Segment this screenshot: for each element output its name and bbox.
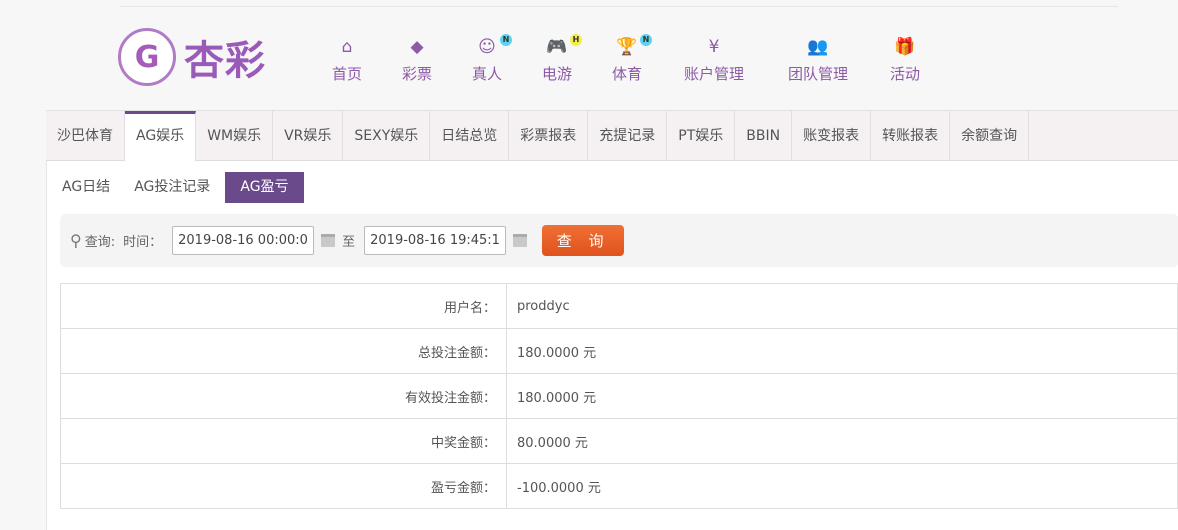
tab-0[interactable]: 沙巴体育 xyxy=(46,111,125,161)
content-panel: AG日结 AG投注记录 AG盈亏 ⚲ 查询: 时间： 至 查 询 用户名：pro… xyxy=(46,161,1178,530)
tab-7[interactable]: 充提记录 xyxy=(588,111,668,161)
row-value: proddyc xyxy=(506,283,1178,329)
tab-10[interactable]: 账变报表 xyxy=(792,111,872,161)
calendar-icon[interactable] xyxy=(513,234,528,247)
nav-item-6[interactable]: 👥 团队管理 xyxy=(788,36,848,84)
nav-item-5[interactable]: ¥ 账户管理 xyxy=(684,36,744,84)
tab-9[interactable]: BBIN xyxy=(735,111,793,161)
subtab-ag-profit[interactable]: AG盈亏 xyxy=(225,172,304,203)
query-bar: ⚲ 查询: 时间： 至 查 询 xyxy=(60,214,1178,267)
gamepad-icon: 🎮 H xyxy=(542,34,583,58)
nav-item-2[interactable]: ☺ N 真人 xyxy=(471,34,513,84)
trophy-icon: 🏆 N xyxy=(612,34,653,58)
top-divider xyxy=(120,6,1118,7)
nav-item-7[interactable]: 🎁 活动 xyxy=(890,36,920,84)
nav-label: 团队管理 xyxy=(787,65,849,83)
badge: N xyxy=(500,34,513,46)
tab-5[interactable]: 日结总览 xyxy=(430,111,510,161)
gift-icon: 🎁 xyxy=(894,37,916,57)
table-row: 总投注金额： 180.0000 元 xyxy=(60,328,1178,374)
main-nav: ⌂ 首页 ◆ 彩票 ☺ N 真人 🎮 H 电游 🏆 N 体育 ¥ 账户管理 👥 团队管理 🎁 活动 xyxy=(0,34,1178,96)
tab-2[interactable]: WM娱乐 xyxy=(196,111,274,161)
row-label: 盈亏金额： xyxy=(60,463,507,509)
tab-1[interactable]: AG娱乐 xyxy=(125,111,197,162)
table-row: 有效投注金额： 180.0000 元 xyxy=(60,373,1178,419)
row-value: -100.0000 元 xyxy=(506,463,1178,509)
logo[interactable]: G 杏彩 xyxy=(118,28,266,86)
home-icon: ⌂ xyxy=(341,37,353,57)
row-value: 80.0000 元 xyxy=(506,418,1178,464)
report-tabs: 沙巴体育 AG娱乐 WM娱乐 VR娱乐 SEXY娱乐 日结总览 彩票报表 充提记录 PT娱乐 BB… xyxy=(46,110,1178,162)
nav-label: 活动 xyxy=(889,65,921,83)
nav-label: 体育 xyxy=(611,65,643,83)
row-label: 总投注金额： xyxy=(60,328,507,374)
query-button[interactable]: 查 询 xyxy=(542,225,625,256)
tab-11[interactable]: 转账报表 xyxy=(871,111,951,161)
nav-item-0[interactable]: ⌂ 首页 xyxy=(332,36,362,84)
tab-3[interactable]: VR娱乐 xyxy=(273,111,344,161)
ticket-icon: ◆ xyxy=(410,37,424,57)
badge: H xyxy=(570,34,583,46)
yen-coin-icon: ¥ xyxy=(708,37,720,57)
live-dealer-icon: ☺ N xyxy=(472,34,513,58)
time-label: 时间： xyxy=(123,235,163,250)
calendar-icon[interactable] xyxy=(321,234,336,247)
start-time-input[interactable] xyxy=(172,226,315,255)
table-row: 用户名： proddyc xyxy=(60,283,1178,329)
table-row: 中奖金额： 80.0000 元 xyxy=(60,418,1178,464)
row-value: 180.0000 元 xyxy=(506,373,1178,419)
profit-table: 用户名： proddyc 总投注金额： 180.0000 元有效投注金额： 180.00… xyxy=(60,283,1178,509)
logo-emblem: G xyxy=(118,28,176,86)
search-icon: ⚲ xyxy=(70,231,82,250)
subtab-ag-daily[interactable]: AG日结 xyxy=(62,179,111,195)
logo-text: 杏彩 xyxy=(184,38,266,84)
badge: N xyxy=(640,34,653,46)
team-icon: 👥 xyxy=(807,37,829,57)
row-label: 用户名： xyxy=(60,283,507,329)
table-row: 盈亏金额： -100.0000 元 xyxy=(60,463,1178,509)
nav-label: 真人 xyxy=(471,65,503,83)
end-time-input[interactable] xyxy=(364,226,507,255)
nav-item-4[interactable]: 🏆 N 体育 xyxy=(611,34,653,84)
nav-item-3[interactable]: 🎮 H 电游 xyxy=(541,34,583,84)
row-label: 有效投注金额： xyxy=(60,373,507,419)
to-label: 至 xyxy=(342,235,356,250)
tab-8[interactable]: PT娱乐 xyxy=(667,111,736,161)
nav-label: 首页 xyxy=(331,65,363,83)
tab-12[interactable]: 余额查询 xyxy=(950,111,1030,161)
nav-label: 彩票 xyxy=(401,65,433,83)
sub-tabs: AG日结 AG投注记录 AG盈亏 xyxy=(53,172,310,203)
subtab-ag-bets[interactable]: AG投注记录 xyxy=(134,179,211,195)
row-value: 180.0000 元 xyxy=(506,328,1178,374)
nav-label: 电游 xyxy=(541,65,573,83)
nav-item-1[interactable]: ◆ 彩票 xyxy=(402,36,432,84)
query-label: 查询: xyxy=(84,235,116,250)
nav-label: 账户管理 xyxy=(683,65,745,83)
row-label: 中奖金额： xyxy=(60,418,507,464)
tab-4[interactable]: SEXY娱乐 xyxy=(343,111,431,161)
tab-6[interactable]: 彩票报表 xyxy=(509,111,589,161)
